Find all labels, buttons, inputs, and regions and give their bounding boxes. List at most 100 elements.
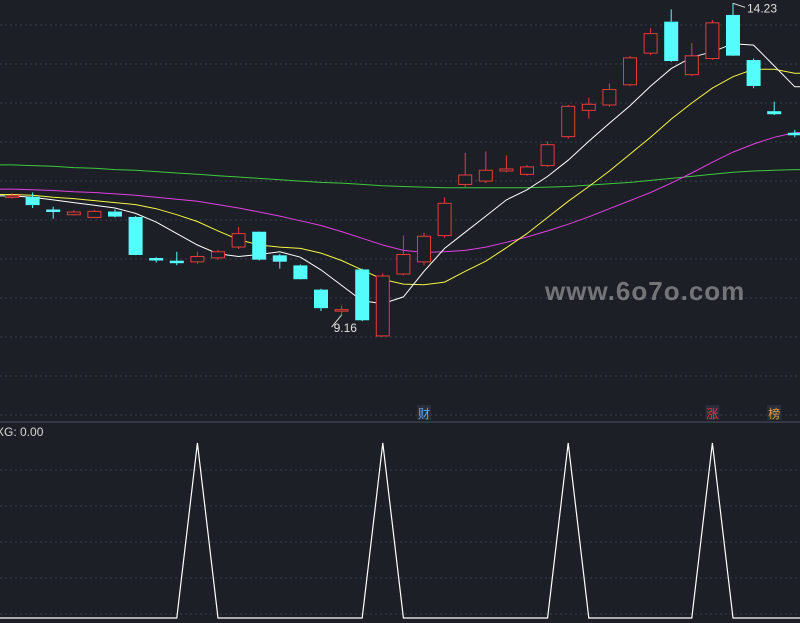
candle-body-down bbox=[169, 260, 184, 264]
candle bbox=[746, 58, 761, 89]
candle bbox=[5, 193, 19, 199]
candle bbox=[190, 251, 205, 264]
candle bbox=[417, 232, 431, 266]
candle-body-up bbox=[211, 251, 225, 259]
candle-body-down bbox=[293, 265, 308, 280]
candle-body-up bbox=[478, 169, 493, 182]
candle-body-down bbox=[272, 255, 287, 262]
candle-body-down bbox=[128, 216, 143, 255]
candle bbox=[396, 235, 411, 276]
annotation-layer: 14.23 9.16 财 涨 榜 bbox=[331, 1, 782, 421]
xg-signal-line bbox=[0, 442, 800, 619]
candle-body-up bbox=[540, 144, 555, 167]
candle bbox=[272, 253, 287, 269]
candle-body-up bbox=[231, 233, 246, 248]
candle-body-down bbox=[25, 196, 40, 206]
candle-body-up bbox=[602, 88, 617, 106]
candle-body-down bbox=[787, 132, 800, 136]
candle-body-up bbox=[581, 103, 596, 111]
indicator-panel bbox=[0, 442, 800, 619]
candle-body-up bbox=[437, 202, 452, 237]
candle-body-down bbox=[46, 209, 61, 213]
candle-body-up bbox=[684, 55, 699, 76]
candle-body-up bbox=[417, 235, 431, 263]
ma60-line bbox=[0, 164, 800, 189]
candle bbox=[787, 129, 800, 138]
candle bbox=[602, 83, 617, 107]
candle bbox=[437, 197, 452, 238]
candle bbox=[25, 192, 40, 208]
candle-body-up bbox=[561, 105, 576, 138]
candle bbox=[664, 9, 679, 62]
candle bbox=[252, 231, 267, 261]
low-pointer bbox=[331, 314, 342, 328]
candle-body-down bbox=[149, 258, 164, 261]
candle-body-down bbox=[726, 14, 740, 56]
candle-body-up bbox=[520, 166, 534, 175]
candle bbox=[314, 288, 328, 312]
candle bbox=[334, 305, 349, 316]
candle-body-up bbox=[643, 33, 658, 54]
candle bbox=[231, 226, 246, 250]
candle bbox=[684, 43, 699, 77]
candle bbox=[581, 97, 596, 119]
ma10-line bbox=[0, 68, 800, 286]
candle bbox=[375, 273, 390, 337]
candle bbox=[355, 268, 370, 322]
candle-body-down bbox=[746, 60, 761, 86]
high-pointer bbox=[732, 2, 746, 8]
candle bbox=[767, 101, 782, 116]
candle-body-up bbox=[499, 168, 514, 172]
candle-body-down bbox=[108, 211, 122, 217]
candle bbox=[169, 251, 184, 266]
candle-body-down bbox=[252, 231, 267, 260]
candle-body-down bbox=[314, 289, 328, 309]
grid-layer bbox=[0, 24, 800, 615]
candle bbox=[293, 264, 308, 280]
candle bbox=[643, 28, 658, 56]
candlestick-layer bbox=[5, 3, 800, 337]
candle bbox=[540, 141, 555, 167]
candle-body-up bbox=[623, 57, 637, 86]
candle-body-up bbox=[705, 22, 720, 60]
candle bbox=[66, 210, 81, 216]
candle-body-up bbox=[66, 211, 81, 216]
marker-label: 涨 bbox=[706, 406, 718, 421]
candle bbox=[108, 209, 122, 218]
marker-bg bbox=[767, 405, 782, 420]
candle-body-down bbox=[664, 21, 679, 62]
candle bbox=[520, 164, 534, 176]
marker-label: 榜 bbox=[768, 406, 780, 421]
candle bbox=[561, 104, 576, 139]
watermark: www.6o7o.com bbox=[544, 276, 745, 306]
candle-body-up bbox=[375, 275, 390, 337]
candle-body-down bbox=[355, 269, 370, 321]
candle bbox=[149, 257, 164, 263]
candle bbox=[499, 155, 514, 173]
indicator-title: XG: 0.00 bbox=[0, 425, 44, 439]
ma5-line bbox=[0, 43, 800, 305]
marker-label: 财 bbox=[418, 407, 430, 421]
candle-body-up bbox=[5, 195, 19, 198]
candle bbox=[87, 210, 102, 219]
candle-body-up bbox=[334, 309, 349, 312]
candle bbox=[46, 206, 61, 219]
candle-body-up bbox=[190, 255, 205, 263]
candle bbox=[211, 249, 225, 260]
candle-body-up bbox=[396, 253, 411, 275]
candle bbox=[726, 3, 740, 56]
marker-bg bbox=[417, 405, 431, 420]
ma20-line bbox=[0, 132, 800, 253]
high-price-label: 14.23 bbox=[747, 1, 777, 15]
candle bbox=[705, 20, 720, 60]
low-price-label: 9.16 bbox=[334, 321, 358, 335]
candle bbox=[458, 152, 473, 188]
marker-bg bbox=[705, 405, 720, 420]
candle bbox=[128, 216, 143, 256]
candle-body-up bbox=[458, 174, 473, 185]
candle-body-down bbox=[767, 111, 782, 115]
candle bbox=[623, 55, 637, 87]
candle bbox=[478, 151, 493, 184]
